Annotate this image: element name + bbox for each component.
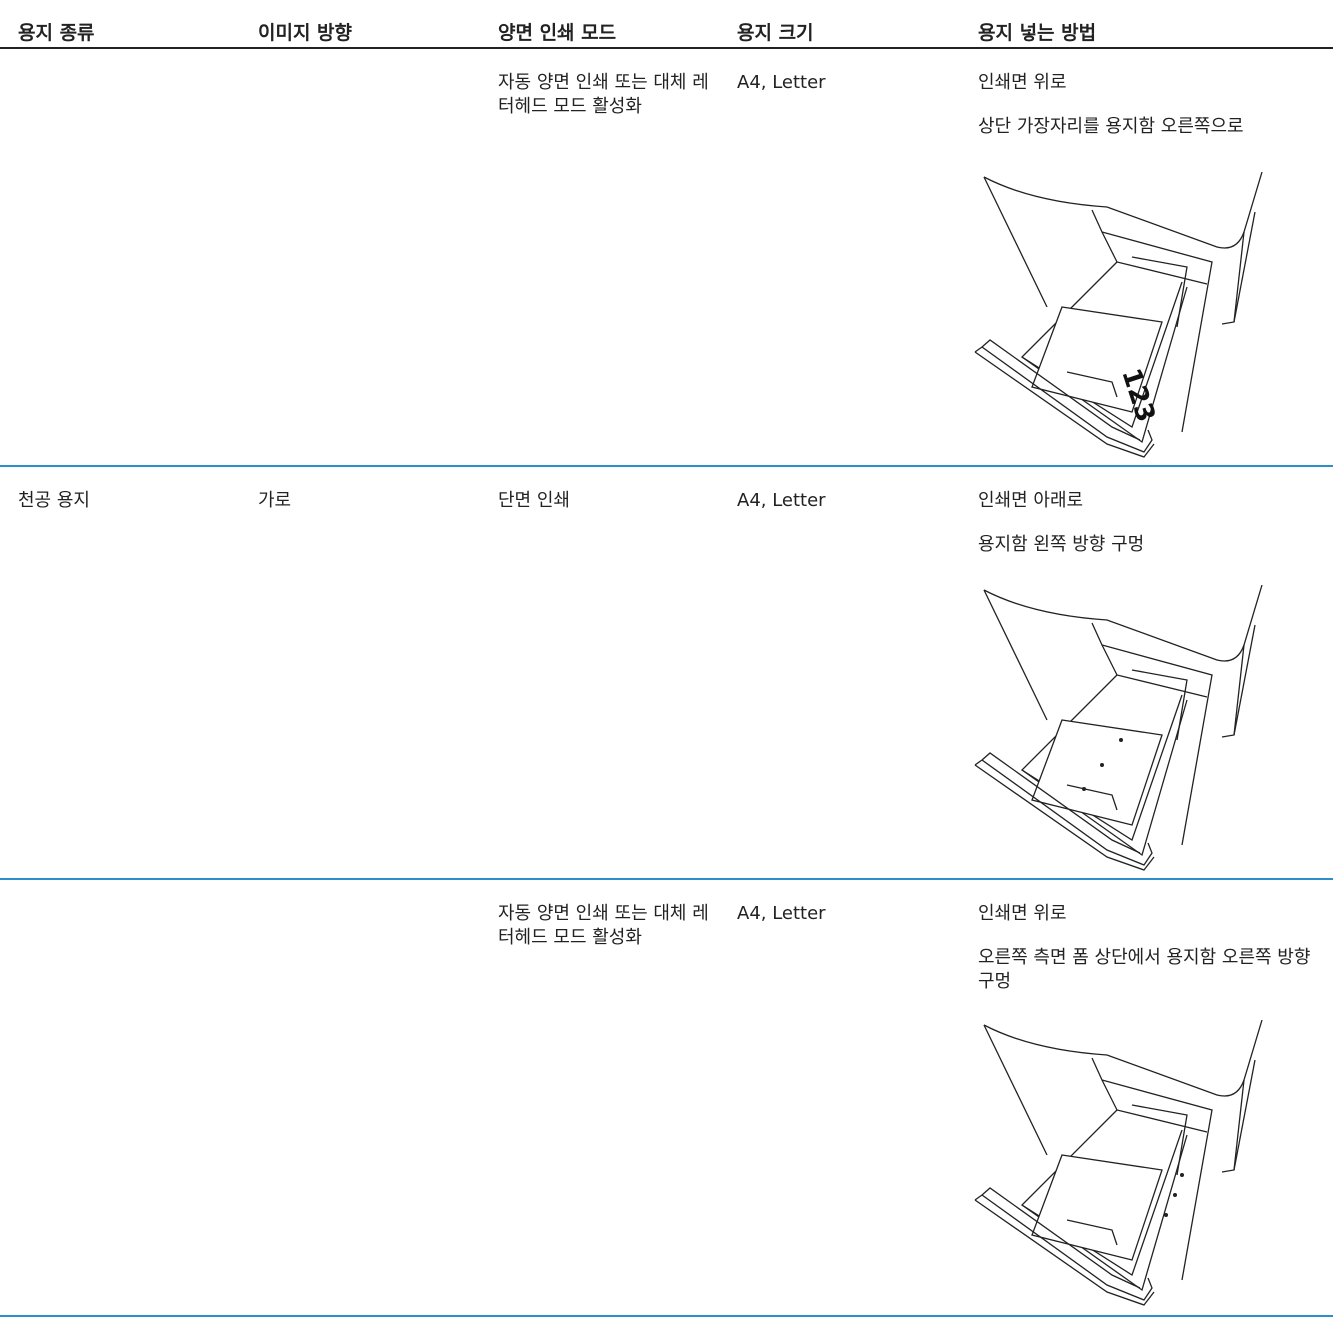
loading-step: 인쇄면 아래로	[978, 490, 1084, 511]
table-row: 자동 양면 인쇄 또는 대체 레터헤드 모드 활성화 A4, Letter 인쇄…	[0, 880, 1333, 1317]
header-cell: 용지 종류	[18, 22, 95, 44]
header-cell: 이미지 방향	[258, 22, 353, 44]
loading-step: 인쇄면 위로	[978, 903, 1067, 924]
table-header: 용지 종류 이미지 방향 양면 인쇄 모드 용지 크기 용지 넣는 방법	[0, 0, 1333, 49]
duplex-mode: 단면 인쇄	[498, 490, 570, 511]
header-cell: 용지 넣는 방법	[978, 22, 1097, 44]
duplex-mode: 자동 양면 인쇄 또는 대체 레터헤드 모드 활성화	[498, 72, 709, 117]
loading: 인쇄면 위로 오른쪽 측면 폼 상단에서 용지함 오른쪽 방향 구멍	[978, 902, 1313, 1014]
loading-step: 상단 가장자리를 용지함 오른쪽으로	[978, 116, 1244, 137]
tray-illustration	[974, 1020, 1263, 1306]
table-row: 자동 양면 인쇄 또는 대체 레터헤드 모드 활성화 A4, Letter 인쇄…	[0, 49, 1333, 467]
loading-step: 용지함 왼쪽 방향 구멍	[978, 534, 1145, 555]
paper-size: A4, Letter	[737, 903, 826, 924]
paper-size: A4, Letter	[737, 490, 826, 511]
paper-size: A4, Letter	[737, 72, 826, 93]
header-cell: 용지 크기	[737, 22, 814, 44]
table-row: 천공 용지 가로 단면 인쇄 A4, Letter 인쇄면 아래로 용지함 왼쪽…	[0, 467, 1333, 880]
orientation: 가로	[258, 490, 292, 511]
loading-step: 오른쪽 측면 폼 상단에서 용지함 오른쪽 방향 구멍	[978, 947, 1311, 992]
paper-type: 천공 용지	[18, 490, 90, 511]
loading-step: 인쇄면 위로	[978, 72, 1067, 93]
loading: 인쇄면 아래로 용지함 왼쪽 방향 구멍	[978, 489, 1313, 577]
tray-illustration: 123	[974, 172, 1263, 458]
duplex-mode: 자동 양면 인쇄 또는 대체 레터헤드 모드 활성화	[498, 903, 709, 948]
header-cell: 양면 인쇄 모드	[498, 22, 617, 44]
loading: 인쇄면 위로 상단 가장자리를 용지함 오른쪽으로	[978, 71, 1313, 159]
tray-illustration	[974, 585, 1263, 871]
